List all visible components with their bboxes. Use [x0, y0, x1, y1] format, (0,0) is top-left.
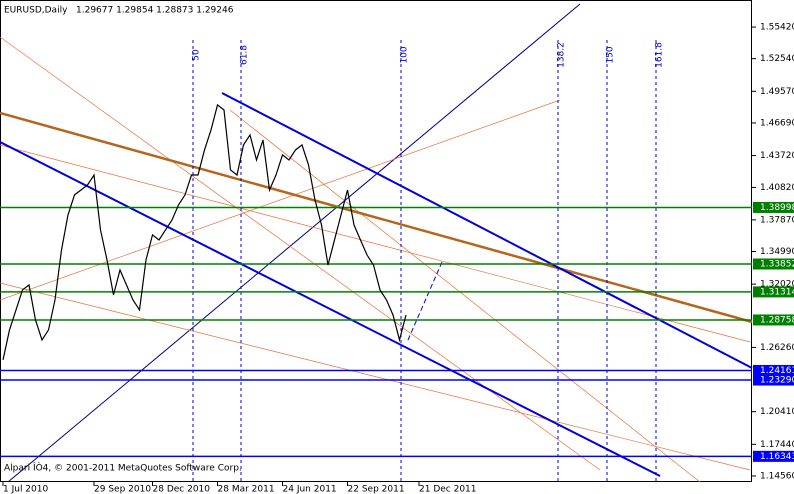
level-tag	[753, 374, 794, 386]
plot-frame	[0, 0, 752, 482]
y-tick-label: 1.20410	[760, 407, 794, 417]
trend-line	[0, 282, 751, 471]
level-label: 1.38998	[760, 203, 794, 213]
trend-line	[0, 111, 753, 324]
x-tick-label: 21 Dec 2011	[419, 485, 477, 494]
y-tick-label: 1.43720	[760, 151, 794, 161]
y-tick-label: 1.40820	[760, 183, 794, 193]
trend-line	[0, 36, 601, 471]
level-label: 1.23290	[760, 376, 794, 386]
trend-line	[0, 99, 561, 301]
y-tick-label: 1.14560	[760, 471, 794, 481]
y-tick-label: 1.55420	[760, 23, 794, 33]
level-tag	[753, 286, 794, 298]
level-tag	[753, 258, 794, 270]
y-tick-label: 1.17440	[760, 440, 794, 450]
level-label: 1.24161	[760, 366, 794, 376]
y-tick-label: 1.26260	[760, 343, 794, 353]
level-tag	[753, 201, 794, 213]
x-tick-label: 24 Jun 2011	[283, 485, 337, 494]
level-tag	[753, 364, 794, 376]
level-label: 1.31314	[760, 287, 794, 297]
fib-label: 61.8	[240, 45, 250, 65]
y-tick-label: 1.52540	[760, 54, 794, 64]
trend-line	[229, 109, 701, 483]
fib-label: 50	[192, 49, 202, 61]
level-tag	[753, 314, 794, 326]
fib-label: 100	[400, 46, 410, 63]
x-tick-label: 28 Mar 2011	[218, 485, 275, 494]
trend-line	[0, 141, 661, 477]
y-tick-label: 1.32020	[760, 280, 794, 290]
y-tick-label: 1.49570	[760, 87, 794, 97]
x-tick-label: 29 Sep 2010	[94, 485, 151, 494]
trend-lines	[0, 3, 753, 483]
x-tick-label: 1 Jul 2010	[3, 485, 48, 494]
y-tick-label: 1.37870	[760, 215, 794, 225]
x-tick-label: 28 Dec 2010	[153, 485, 211, 494]
fib-label: 150	[606, 46, 616, 63]
trend-line	[0, 144, 751, 343]
x-tick-label: 22 Sep 2011	[348, 485, 405, 494]
y-tick-label: 1.34990	[760, 247, 794, 257]
level-label: 1.16343	[760, 452, 794, 462]
copyright: Alpari ÎÒ4, © 2001-2011 MetaQuotes Softw…	[4, 462, 242, 474]
projection-line	[407, 261, 443, 341]
fib-label: 138.2	[557, 42, 567, 68]
ohlc-values: 1.29677 1.29854 1.28873 1.29246	[76, 6, 234, 16]
level-label: 1.28758	[760, 315, 794, 325]
price-line	[2, 103, 407, 361]
y-tick-label: 1.46690	[760, 118, 794, 128]
chart-title: EURUSD,Daily	[4, 6, 68, 16]
level-label: 1.33852	[760, 259, 794, 269]
trend-line	[221, 92, 753, 369]
trend-line	[7, 3, 581, 483]
level-tag	[753, 450, 794, 462]
fib-label: 161.8	[655, 42, 665, 68]
